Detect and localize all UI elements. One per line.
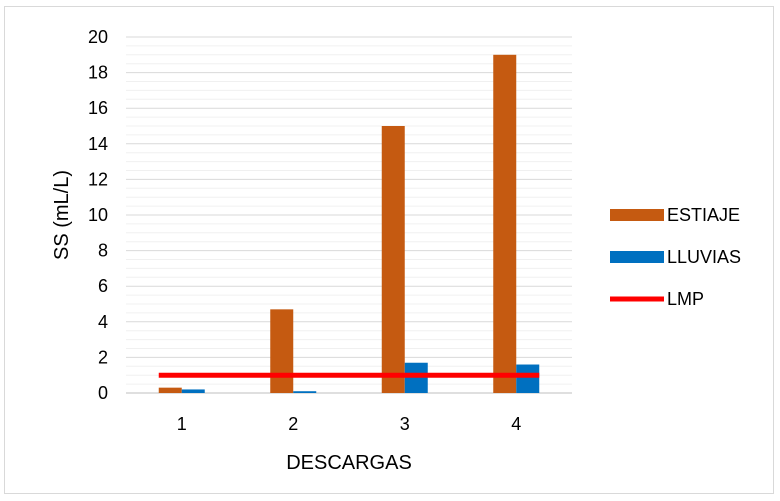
y-tick-label: 0 (98, 383, 108, 403)
legend-label-lmp: LMP (667, 289, 704, 309)
bar-lluvias-3 (404, 362, 428, 393)
y-tick-label: 12 (88, 169, 108, 189)
y-tick-labels: 0 2 4 6 8 10 12 14 16 18 20 (88, 27, 108, 403)
legend-label-lluvias: LLUVIAS (667, 247, 741, 267)
x-tick-label: 3 (400, 414, 410, 434)
y-tick-label: 10 (88, 205, 108, 225)
legend-swatch-estiaje (610, 209, 664, 221)
x-tick-label: 4 (511, 414, 521, 434)
bar-lluvias-4 (516, 364, 540, 393)
y-tick-label: 6 (98, 276, 108, 296)
y-axis-label: SS (mL/L) (51, 170, 73, 260)
y-tick-label: 4 (98, 312, 108, 332)
y-tick-label: 18 (88, 63, 108, 83)
bar-estiaje-4 (493, 54, 517, 394)
legend-swatch-lluvias (610, 251, 664, 263)
x-axis-label: DESCARGAS (286, 452, 412, 474)
y-tick-label: 2 (98, 347, 108, 367)
bars (158, 54, 540, 394)
bar-estiaje-2 (270, 309, 294, 393)
legend-label-estiaje: ESTIAJE (667, 205, 740, 225)
legend: ESTIAJE LLUVIAS LMP (610, 205, 741, 309)
bar-estiaje-1 (158, 387, 182, 393)
y-tick-label: 20 (88, 27, 108, 47)
bar-lluvias-1 (181, 389, 205, 393)
bar-lluvias-2 (293, 391, 317, 393)
y-tick-label: 14 (88, 134, 108, 154)
y-tick-label: 16 (88, 98, 108, 118)
x-tick-label: 1 (177, 414, 187, 434)
x-tick-label: 2 (288, 414, 298, 434)
x-tick-labels: 1 2 3 4 (177, 414, 522, 434)
bar-estiaje-3 (381, 126, 405, 393)
y-tick-label: 8 (98, 241, 108, 261)
